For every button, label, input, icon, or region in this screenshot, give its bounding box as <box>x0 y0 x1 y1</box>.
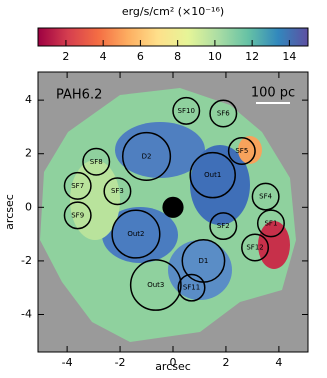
x-tick-label: 4 <box>275 356 282 369</box>
colorbar-tick-label: 4 <box>100 50 107 63</box>
region-label: SF8 <box>90 158 103 166</box>
region-circle <box>82 147 111 176</box>
y-tick-label: -2 <box>21 254 32 267</box>
region-label: SF3 <box>111 187 124 195</box>
y-tick-label: 0 <box>25 200 32 213</box>
region-label: SF1 <box>264 219 277 227</box>
y-tick-label: 4 <box>25 93 32 106</box>
region-label: SF12 <box>246 244 263 252</box>
region-circle <box>177 273 206 302</box>
region-label: D2 <box>142 152 152 160</box>
colorbar-tick-label: 14 <box>282 50 296 63</box>
y-axis-label: arcsec <box>3 194 16 230</box>
region-circle <box>63 201 92 230</box>
x-tick-label: -4 <box>62 356 73 369</box>
region-circle <box>209 99 238 128</box>
region-circle <box>129 259 182 311</box>
region-circle <box>189 151 236 199</box>
region-circle <box>251 182 280 211</box>
colorbar-tick-label: 2 <box>62 50 69 63</box>
region-label: SF6 <box>217 110 230 118</box>
region-label: SF5 <box>235 147 248 155</box>
nucleus <box>162 196 184 218</box>
region-label: Out2 <box>127 230 144 238</box>
region-label: SF10 <box>178 107 195 115</box>
region-circle <box>256 209 285 238</box>
y-tick-label: -4 <box>21 307 32 320</box>
x-tick-label: -2 <box>115 356 126 369</box>
region-label: SF7 <box>71 182 84 190</box>
region-circle <box>111 209 161 259</box>
region-circle <box>172 96 201 125</box>
scale-label: 100 pc <box>251 86 295 101</box>
region-label: Out1 <box>204 171 221 179</box>
region-circle <box>103 177 132 206</box>
region-label: Out3 <box>147 281 164 289</box>
region-label: SF4 <box>259 193 272 201</box>
region-label: D1 <box>199 257 209 265</box>
region-label: SF2 <box>217 222 230 230</box>
region-circle <box>209 212 238 241</box>
x-tick-label: 2 <box>222 356 229 369</box>
colorbar-tick-label: 6 <box>137 50 144 63</box>
region-circle <box>241 233 270 262</box>
band-label: PAH6.2 <box>56 88 102 103</box>
x-tick-label: 0 <box>170 356 177 369</box>
colorbar-label: erg/s/cm² (×10⁻¹⁶) <box>122 5 224 18</box>
region-label: SF11 <box>183 284 200 292</box>
colorbar-tick-label: 10 <box>208 50 222 63</box>
region-circle <box>63 171 92 200</box>
y-tick-label: 2 <box>25 147 32 160</box>
region-circle <box>227 137 256 166</box>
colorbar-tick-label: 12 <box>245 50 259 63</box>
colorbar-tick-label: 8 <box>174 50 181 63</box>
region-label: SF9 <box>71 211 84 219</box>
x-axis-label: arcsec <box>155 360 191 373</box>
region-circle <box>121 131 172 181</box>
colorbar <box>37 27 309 47</box>
